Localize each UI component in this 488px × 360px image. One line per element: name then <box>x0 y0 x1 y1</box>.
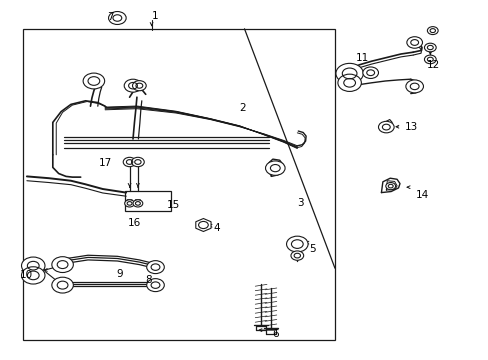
Circle shape <box>131 157 144 167</box>
Text: 14: 14 <box>415 190 428 200</box>
Circle shape <box>406 37 422 48</box>
Circle shape <box>123 157 136 167</box>
Circle shape <box>378 121 393 133</box>
Circle shape <box>133 200 142 207</box>
Circle shape <box>337 74 361 91</box>
Text: 8: 8 <box>145 275 152 285</box>
Circle shape <box>52 257 73 273</box>
Circle shape <box>424 43 435 52</box>
Circle shape <box>124 79 142 92</box>
Text: 9: 9 <box>116 269 123 279</box>
Text: 10: 10 <box>20 270 33 280</box>
Circle shape <box>21 267 45 284</box>
Text: 13: 13 <box>404 122 417 132</box>
Polygon shape <box>195 219 211 231</box>
Circle shape <box>286 236 307 252</box>
Text: 2: 2 <box>239 103 246 113</box>
Text: 16: 16 <box>128 218 141 228</box>
Text: 12: 12 <box>426 60 439 70</box>
Circle shape <box>83 73 104 89</box>
Text: 17: 17 <box>99 158 112 168</box>
Circle shape <box>124 200 134 207</box>
Circle shape <box>427 27 437 35</box>
Circle shape <box>108 12 126 24</box>
Text: 11: 11 <box>355 53 368 63</box>
Bar <box>23 29 334 340</box>
Circle shape <box>335 63 363 84</box>
Circle shape <box>405 80 423 93</box>
Circle shape <box>385 183 395 190</box>
Circle shape <box>132 81 146 91</box>
Circle shape <box>21 257 45 274</box>
Text: 7: 7 <box>107 12 114 22</box>
Text: 4: 4 <box>213 222 220 233</box>
Circle shape <box>265 161 285 175</box>
Circle shape <box>362 67 378 78</box>
Text: 3: 3 <box>297 198 304 208</box>
Circle shape <box>424 55 435 64</box>
Circle shape <box>146 261 164 274</box>
Circle shape <box>52 277 73 293</box>
Text: 6: 6 <box>271 329 278 339</box>
Circle shape <box>146 279 164 292</box>
Text: 15: 15 <box>167 200 180 210</box>
Text: 5: 5 <box>309 244 316 254</box>
Bar <box>124 191 171 211</box>
Circle shape <box>290 251 303 260</box>
Text: 1: 1 <box>151 11 158 21</box>
